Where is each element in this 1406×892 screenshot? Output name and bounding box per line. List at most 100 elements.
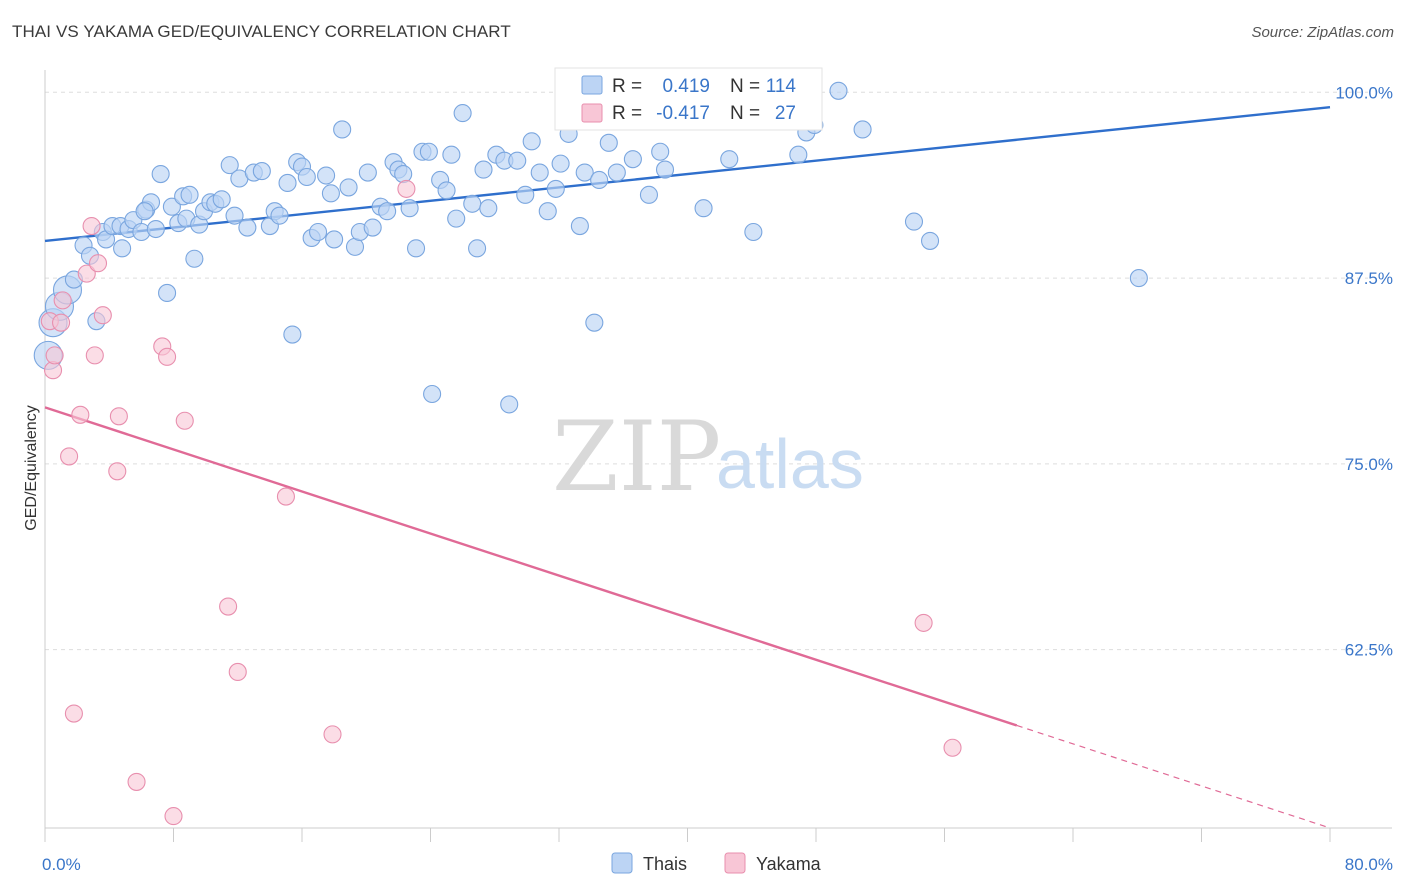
thais-point-39 bbox=[270, 206, 289, 225]
thais-point-57 bbox=[378, 202, 397, 221]
thais-point-94 bbox=[623, 150, 642, 169]
bottom-legend-swatch-thais bbox=[611, 852, 633, 874]
thais-point-83 bbox=[546, 179, 565, 198]
y-tick-label-2: 75.0% bbox=[1345, 455, 1393, 474]
legend-swatch-thais bbox=[581, 75, 603, 95]
thais-point-71 bbox=[463, 194, 482, 213]
thais-point-44 bbox=[297, 167, 316, 187]
yakama-point-4 bbox=[53, 291, 72, 310]
thais-point-19 bbox=[151, 164, 170, 184]
yakama-point-13 bbox=[108, 462, 127, 481]
yakama-point-21 bbox=[228, 662, 247, 681]
thais-point-20 bbox=[158, 283, 177, 302]
thais-point-48 bbox=[321, 184, 340, 203]
thais-point-112 bbox=[135, 202, 154, 221]
yakama-point-8 bbox=[77, 264, 96, 283]
thais-points bbox=[33, 81, 1148, 414]
thais-point-69 bbox=[447, 209, 466, 228]
thais-point-80 bbox=[522, 132, 541, 151]
yakama-point-23 bbox=[323, 725, 342, 744]
thais-point-12 bbox=[113, 239, 132, 258]
legend-r-label-thais: R = bbox=[612, 76, 642, 97]
thais-point-79 bbox=[516, 185, 535, 204]
axes bbox=[44, 70, 1392, 842]
thais-point-60 bbox=[394, 164, 413, 184]
tick-labels: 100.0% 87.5% 75.0% 62.5% 0.0% 80.0% bbox=[42, 83, 1393, 874]
thais-point-107 bbox=[829, 81, 848, 100]
legend-r-value-thais: 0.419 bbox=[662, 76, 710, 97]
thais-point-49 bbox=[325, 230, 344, 249]
bottom-legend-swatch-yakama bbox=[724, 852, 746, 874]
thais-point-64 bbox=[419, 142, 438, 161]
yakama-point-14 bbox=[109, 407, 128, 426]
watermark: ZIP atlas bbox=[552, 401, 864, 513]
yakama-point-26 bbox=[943, 738, 962, 757]
thais-point-62 bbox=[406, 239, 426, 258]
thais-point-31 bbox=[220, 156, 239, 175]
thais-point-25 bbox=[185, 249, 204, 268]
legend-n-label-thais: N = bbox=[730, 76, 760, 97]
thais-point-97 bbox=[651, 142, 670, 161]
thais-point-41 bbox=[283, 325, 302, 344]
bottom-legend-yakama: Yakama bbox=[756, 854, 822, 874]
thais-point-91 bbox=[599, 133, 618, 152]
thais-point-108 bbox=[853, 120, 872, 139]
thais-point-65 bbox=[423, 384, 442, 404]
thais-point-96 bbox=[639, 185, 659, 204]
thais-point-46 bbox=[309, 222, 328, 242]
thais-point-51 bbox=[339, 178, 358, 197]
thais-point-55 bbox=[363, 218, 382, 237]
yakama-point-1 bbox=[43, 361, 63, 380]
watermark-zip: ZIP bbox=[552, 401, 721, 513]
thais-point-78 bbox=[508, 151, 527, 170]
yakama-point-7 bbox=[71, 405, 90, 424]
y-tick-label-0: 100.0% bbox=[1335, 83, 1393, 102]
bottom-legend-thais: Thais bbox=[643, 854, 687, 874]
source-label: Source: ZipAtlas.com bbox=[1251, 24, 1394, 41]
yakama-point-6 bbox=[64, 704, 83, 723]
yakama-points bbox=[40, 179, 962, 826]
thais-point-30 bbox=[212, 190, 231, 209]
legend-n-label-yakama: N = bbox=[730, 103, 760, 124]
yakama-point-12 bbox=[93, 306, 112, 325]
legend: R = 0.419 N = 114 R = -0.417 N = 27 bbox=[554, 67, 823, 131]
thais-point-36 bbox=[252, 162, 271, 181]
thais-point-110 bbox=[920, 231, 940, 250]
thais-point-87 bbox=[570, 217, 589, 236]
thais-point-34 bbox=[238, 218, 257, 237]
thais-point-72 bbox=[468, 239, 487, 258]
chart-title: THAI VS YAKAMA GED/EQUIVALENCY CORRELATI… bbox=[12, 22, 511, 41]
thais-point-67 bbox=[437, 181, 456, 200]
legend-r-value-yakama: -0.417 bbox=[656, 103, 710, 124]
yakama-trend-line-extrapolated bbox=[1016, 724, 1331, 829]
thais-point-100 bbox=[694, 199, 713, 218]
thais-point-74 bbox=[479, 199, 498, 218]
yakama-point-25 bbox=[914, 613, 933, 632]
yakama-point-10 bbox=[85, 346, 104, 365]
thais-point-73 bbox=[474, 160, 493, 179]
thais-point-92 bbox=[607, 163, 626, 182]
yakama-point-3 bbox=[52, 313, 71, 332]
thais-point-89 bbox=[585, 313, 604, 332]
thais-point-82 bbox=[538, 202, 557, 221]
thais-point-70 bbox=[453, 104, 472, 123]
legend-n-value-thais: 114 bbox=[766, 76, 797, 97]
bottom-legend: Thais Yakama bbox=[611, 852, 822, 874]
thais-point-98 bbox=[655, 160, 675, 179]
legend-n-value-yakama: 27 bbox=[775, 103, 796, 124]
thais-point-50 bbox=[333, 120, 352, 139]
thais-point-113 bbox=[180, 185, 199, 204]
yakama-point-17 bbox=[158, 347, 177, 366]
x-tick-label-1: 80.0% bbox=[1345, 855, 1393, 874]
y-tick-label-1: 87.5% bbox=[1345, 269, 1393, 288]
y-axis-label: GED/Equivalency bbox=[23, 405, 40, 530]
thais-trend-line bbox=[44, 105, 1331, 243]
thais-point-102 bbox=[744, 222, 763, 242]
thais-point-101 bbox=[720, 150, 739, 169]
y-tick-label-3: 62.5% bbox=[1345, 641, 1393, 660]
yakama-point-18 bbox=[164, 807, 183, 826]
thais-point-81 bbox=[530, 163, 549, 182]
thais-point-90 bbox=[590, 170, 609, 190]
yakama-point-20 bbox=[219, 597, 238, 616]
